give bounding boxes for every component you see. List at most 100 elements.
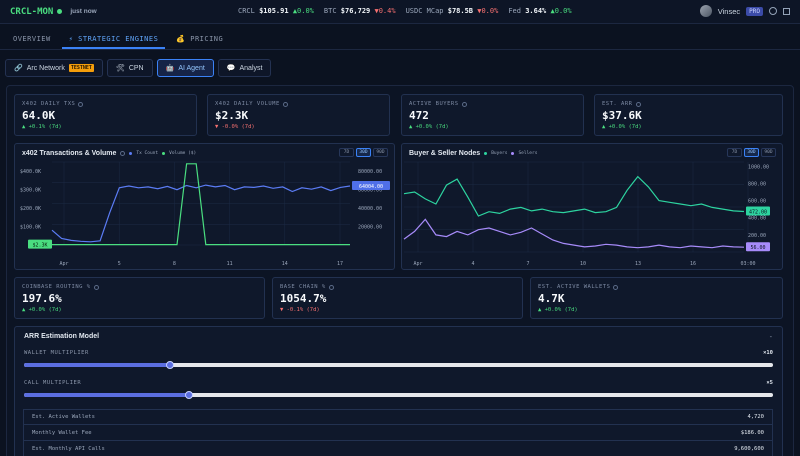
status-text: just now [70,8,97,15]
ticker-crcl[interactable]: CRCL $105.91 ▲0.0% [238,7,314,15]
legend-label: Tx Count [136,151,159,156]
settings-icon[interactable] [769,7,777,15]
arr-title: ARR Estimation Model [24,333,100,340]
chart-title: x402 Transactions & Volume Tx Count Volu… [22,150,196,157]
slider-value: ×10 [763,350,773,356]
ticker-value: $78.5B [447,7,474,15]
stat-label-text: EST. ACTIVE WALLETS [538,284,611,290]
last-value-tag [28,239,52,249]
x-tick-label: 4 [471,261,474,267]
stat-delta: ▼ -0.0% (7d) [215,124,255,130]
ticker-name: CRCL [238,7,255,15]
slider-label: WALLET MULTIPLIER [24,350,89,356]
subtab-ai-agent[interactable]: 🤖 AI Agent [156,59,214,77]
ticker-value: $76,729 [340,7,371,15]
slider-thumb[interactable] [184,391,193,399]
row-value: $186.00 [740,429,764,436]
stat-label-text: ACTIVE BUYERS [409,101,459,107]
slider-fill [24,393,189,397]
ticker-delta: ▼0.4% [374,7,396,15]
subtab-label: Analyst [239,64,263,72]
wallet-multiplier-slider[interactable] [24,361,773,369]
range-7d-button[interactable]: 7D [339,148,354,157]
info-icon[interactable] [613,284,619,290]
user-menu[interactable]: Vinsec PRO [699,5,790,17]
tab-strategic-engines[interactable]: ⚡ STRATEGIC ENGINES [61,30,166,49]
stat-label: X402 DAILY TXS [22,101,84,107]
legend-swatch [484,152,488,155]
testnet-badge: TESTNET [68,64,94,72]
slider-thumb[interactable] [166,361,175,369]
info-icon[interactable] [78,101,84,107]
y-tick-label: 1000.00 [748,164,769,170]
last-value-label: $2.3K [32,243,47,249]
slider-label: CALL MULTIPLIER [24,380,82,386]
legend-label: Sellers [518,151,538,156]
legend-swatch [129,152,133,155]
x-tick-label: Apr [413,261,422,267]
ticker-fed[interactable]: Fed 3.64% ▲0.0% [508,7,571,15]
chart-title: Buyer & Seller Nodes Buyers Sellers [409,150,537,157]
row-label: Est. Monthly API Calls [32,445,105,452]
ticker-name: BTC [323,7,337,15]
range-30d-button[interactable]: 30D [744,148,759,157]
info-icon[interactable] [120,151,126,156]
ticker-value: 3.64% [525,7,547,15]
range-90d-button[interactable]: 90D [373,148,388,157]
x-tick-label: 14 [282,261,288,267]
brand[interactable]: CRCL-MON just now [10,7,97,17]
tab-overview[interactable]: OVERVIEW [13,35,51,43]
y-tick-label: 20000.00 [358,225,382,231]
y-tick-label: 400.00 [748,216,766,222]
info-icon[interactable] [93,284,99,290]
y-tick-label: 600.00 [748,199,766,205]
subtab-arc-network[interactable]: 🔗 Arc Network TESTNET [5,59,103,77]
info-icon[interactable] [328,284,334,290]
x-tick-label: Apr [59,261,68,267]
ticker-value: $105.91 [259,7,289,15]
subtab-cpn[interactable]: 🛠 CPN [106,59,153,77]
stat-label-text: BASE CHAIN % [280,284,326,290]
tools-icon: 🛠 [115,65,125,72]
ticker-usdc-mcap[interactable]: USDC MCap $78.5B ▼0.0% [406,7,499,15]
x-tick-label: 8 [173,261,176,267]
stat-delta: ▼ -0.1% (7d) [280,307,320,313]
row-value: 9,600,600 [734,445,764,452]
avatar[interactable] [699,5,712,17]
tab-pricing[interactable]: 💰 PRICING [176,35,224,43]
table-row: Monthly Wallet Fee $186.00 [23,425,773,441]
ticker-btc[interactable]: BTC $76,729 ▼0.4% [324,7,396,15]
stat-card: COINBASE ROUTING % 197.6% ▲ +0.0% (7d) [14,277,265,319]
last-value-label: 472.00 [749,210,767,216]
range-30d-button[interactable]: 30D [356,148,371,157]
chart-title-text: Buyer & Seller Nodes [409,150,481,157]
last-value-tag [352,180,390,190]
last-value-label: 56.00 [750,245,765,251]
window-icon[interactable] [783,7,790,15]
stat-label: BASE CHAIN % [280,284,334,290]
chat-icon: 💬 [226,65,236,72]
stat-label: EST. ARR [602,101,641,107]
call-multiplier-slider[interactable] [24,391,773,399]
ticker-name: Fed [508,7,521,15]
stat-label-text: X402 DAILY TXS [22,101,76,107]
x-tick-label: 7 [526,261,529,267]
buyer-seller-chart-canvas: Apr 4 7 10 13 16 03:00 1000.00 800.00 600.00 400.0… [403,161,770,267]
ticker-delta: ▲0.0% [292,7,314,15]
x-tick-label: 17 [337,261,343,267]
collapse-button[interactable]: - [768,333,773,341]
info-icon[interactable] [635,101,641,107]
stat-label-text: COINBASE ROUTING % [22,284,91,290]
info-icon[interactable] [461,101,467,107]
stat-card: EST. ACTIVE WALLETS 4.7K ▲ +0.0% (7d) [530,277,783,319]
engine-subtabs: 🔗 Arc Network TESTNET 🛠 CPN 🤖 AI Agent 💬… [5,59,272,77]
range-90d-button[interactable]: 90D [761,148,776,157]
range-selector: 7D 30D 90D [339,148,388,157]
network-icon: 🔗 [14,65,23,72]
series-line-volume [52,163,350,246]
range-7d-button[interactable]: 7D [727,148,742,157]
subtab-analyst[interactable]: 💬 Analyst [217,59,272,77]
stat-value: 64.0K [22,109,56,122]
info-icon[interactable] [282,101,288,107]
slider-value: ×5 [766,380,773,386]
